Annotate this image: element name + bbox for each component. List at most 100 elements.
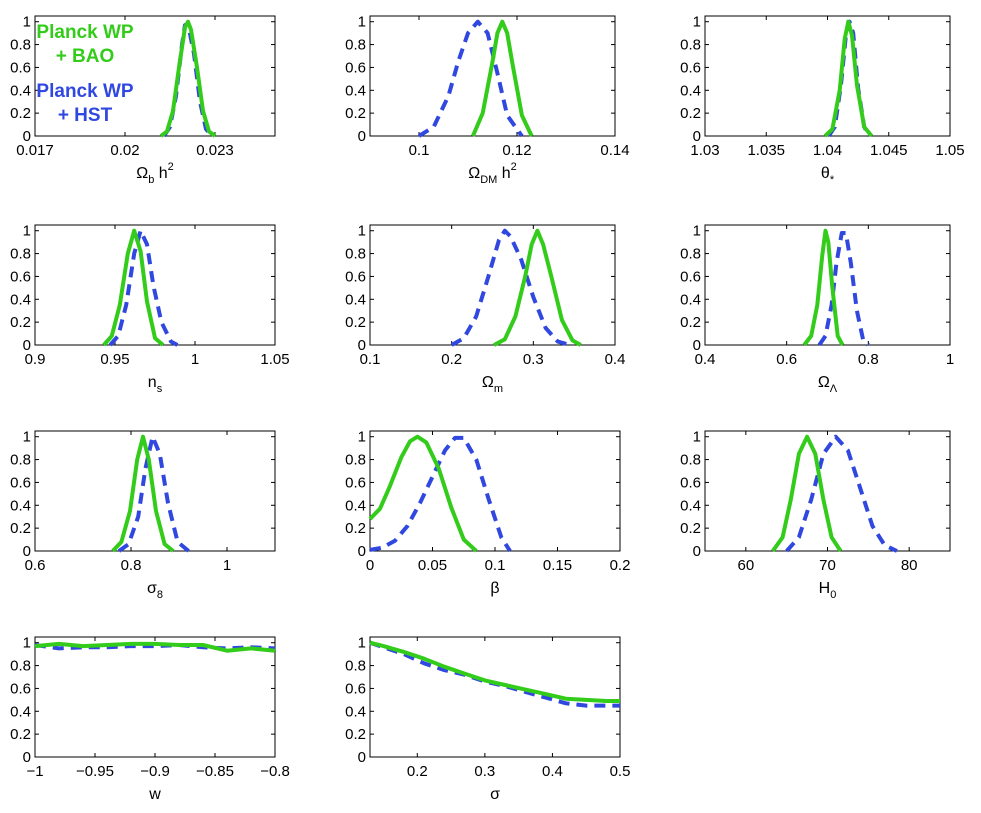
subplot-ob: 0 0.2 0.4 0.6 0.8 1 0.017 0.02 0.023 Ωb h2 <box>10 14 276 186</box>
legend-entry-bao-line-1: Planck WP <box>36 22 133 43</box>
x-axis-label: θ* <box>821 165 835 186</box>
subplot-w: 0 0.2 0.4 0.6 0.8 1 −1 −0.95 −0.9 −0.85 −0.8 w <box>10 635 290 803</box>
series-bao-line <box>471 19 534 137</box>
series-bao-line <box>102 228 165 347</box>
x-tick-label: 0.95 <box>100 351 129 368</box>
x-axis-label: Ωm <box>482 374 503 395</box>
x-axis-label: ΩDM h2 <box>468 161 517 186</box>
x-tick-label: 0.6 <box>25 557 46 574</box>
y-tick-label: 1 <box>693 429 701 446</box>
x-tick-label: 1.05 <box>260 351 289 368</box>
x-tick-label: 0.9 <box>25 351 46 368</box>
x-tick-label: 60 <box>737 557 754 574</box>
x-tick-label: 80 <box>901 557 918 574</box>
y-tick-label: 0.6 <box>10 680 31 697</box>
x-tick-label: 0.8 <box>858 351 879 368</box>
legend-entry-hst-line-1: Planck WP <box>36 81 133 102</box>
x-axis-label: H0 <box>819 580 837 601</box>
y-tick-label: 0.4 <box>10 291 31 308</box>
x-tick-label: 1.03 <box>690 142 719 159</box>
y-tick-label: 1 <box>23 14 31 31</box>
y-tick-label: 0.4 <box>680 82 701 99</box>
x-tick-label: 0.5 <box>610 763 631 780</box>
x-tick-label: −0.9 <box>140 763 170 780</box>
axes-frame <box>369 636 621 758</box>
series-hst-line <box>817 231 870 347</box>
y-tick-label: 0.4 <box>10 703 31 720</box>
axes-frame <box>704 15 951 137</box>
subplot-ol: 0 0.2 0.4 0.6 0.8 1 0.4 0.6 0.8 1 ΩΛ <box>680 223 954 395</box>
y-tick-label: 0.2 <box>345 520 366 537</box>
series-bao-line <box>771 434 843 553</box>
x-tick-label: 70 <box>819 557 836 574</box>
y-tick-label: 0.8 <box>10 452 31 469</box>
x-tick-label: 0.4 <box>605 351 626 368</box>
y-tick-label: 0.4 <box>680 291 701 308</box>
y-tick-label: 0 <box>23 543 31 560</box>
x-tick-label: 0.6 <box>776 351 797 368</box>
legend-entry-hst-line-2: + HST <box>58 105 113 126</box>
y-tick-label: 1 <box>23 223 31 240</box>
y-tick-label: 0.8 <box>680 452 701 469</box>
x-tick-label: 0.4 <box>695 351 716 368</box>
y-tick-label: 0.2 <box>10 314 31 331</box>
y-tick-label: 0.6 <box>10 268 31 285</box>
x-tick-label: 1.05 <box>935 142 964 159</box>
y-tick-label: 0.2 <box>680 520 701 537</box>
y-tick-label: 0.6 <box>10 474 31 491</box>
y-tick-label: 0.8 <box>680 246 701 263</box>
x-axis-label: β <box>490 580 499 597</box>
y-tick-label: 0.4 <box>10 82 31 99</box>
x-tick-label: 0.1 <box>409 142 430 159</box>
y-tick-label: 1 <box>693 223 701 240</box>
series-bao-line <box>823 19 874 138</box>
x-tick-label: 1.035 <box>747 142 785 159</box>
y-tick-label: 0.8 <box>345 658 366 675</box>
x-tick-label: 0.2 <box>610 557 631 574</box>
series-hst-line <box>108 228 179 347</box>
y-tick-label: 0.2 <box>10 105 31 122</box>
subplot-om: 0 0.2 0.4 0.6 0.8 1 0.1 0.2 0.3 0.4 Ωm <box>345 223 625 395</box>
y-tick-label: 0.2 <box>680 314 701 331</box>
y-tick-label: 0.4 <box>10 497 31 514</box>
series-bao-line <box>34 641 276 653</box>
y-tick-label: 0.8 <box>345 452 366 469</box>
y-tick-label: 0 <box>358 128 366 145</box>
y-tick-label: 0 <box>693 543 701 560</box>
y-tick-label: 0.2 <box>680 105 701 122</box>
y-tick-label: 1 <box>693 14 701 31</box>
x-tick-label: 0.1 <box>360 351 381 368</box>
x-tick-label: 0.3 <box>523 351 544 368</box>
y-tick-label: 0.6 <box>345 680 366 697</box>
y-tick-label: 0 <box>358 543 366 560</box>
x-axis-label: σ <box>490 786 500 803</box>
x-tick-label: 0.05 <box>418 557 447 574</box>
x-tick-label: 1 <box>223 557 231 574</box>
y-tick-label: 0.2 <box>345 726 366 743</box>
series-bao-line <box>159 19 217 138</box>
y-tick-label: 0.6 <box>345 268 366 285</box>
x-tick-label: 0.12 <box>502 142 531 159</box>
y-tick-label: 0 <box>23 128 31 145</box>
y-tick-label: 0.6 <box>680 268 701 285</box>
x-tick-label: −0.8 <box>260 763 290 780</box>
x-axis-label: ns <box>148 374 163 395</box>
subplot-s8: 0 0.2 0.4 0.6 0.8 1 0.6 0.8 1 σ8 <box>10 429 276 601</box>
y-tick-label: 0.6 <box>10 59 31 76</box>
series-hst-line <box>785 434 898 553</box>
y-tick-label: 0 <box>23 337 31 354</box>
y-tick-label: 0.4 <box>345 497 366 514</box>
y-tick-label: 0.8 <box>345 246 366 263</box>
x-tick-label: 1.045 <box>870 142 908 159</box>
x-tick-label: 0.15 <box>543 557 572 574</box>
x-tick-label: −1 <box>26 763 43 780</box>
y-tick-label: 0.6 <box>345 59 366 76</box>
legend: Planck WP + BAO Planck WP + HST <box>36 22 133 126</box>
x-tick-label: 0.14 <box>600 142 629 159</box>
x-tick-label: 1 <box>191 351 199 368</box>
y-tick-label: 1 <box>358 14 366 31</box>
y-tick-label: 1 <box>358 223 366 240</box>
axes-frame <box>704 224 951 346</box>
y-tick-label: 0 <box>693 337 701 354</box>
axes-frame <box>34 15 276 137</box>
